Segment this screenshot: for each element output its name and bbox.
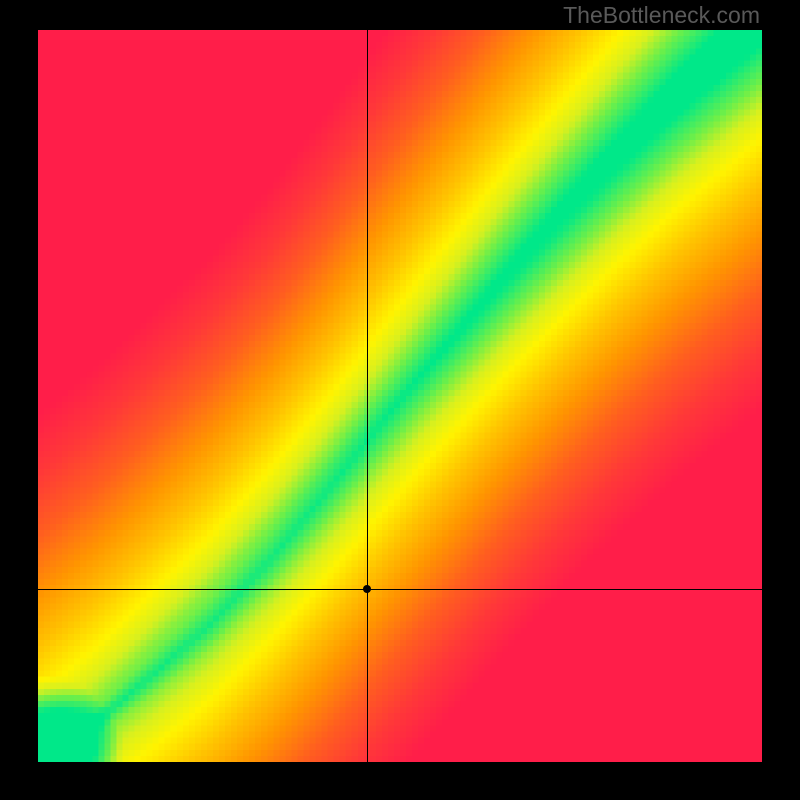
chart-container: TheBottleneck.com (0, 0, 800, 800)
bottleneck-heatmap (38, 30, 762, 762)
crosshair-vertical (367, 30, 368, 762)
crosshair-horizontal (38, 589, 762, 590)
watermark-text: TheBottleneck.com (563, 2, 760, 29)
